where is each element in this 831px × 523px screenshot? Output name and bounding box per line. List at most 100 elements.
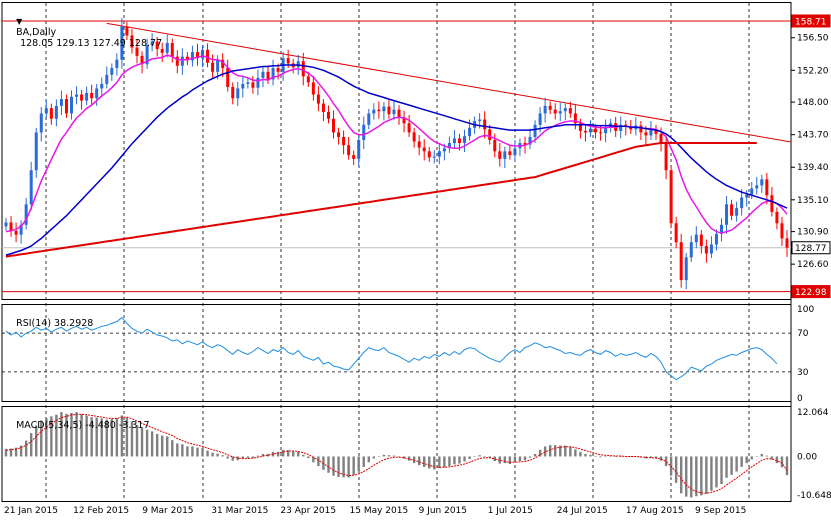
macd-histogram-bar bbox=[690, 456, 693, 498]
candle-body bbox=[130, 35, 134, 48]
price-tag-current bbox=[791, 241, 831, 255]
y-tick-label: 152.20 bbox=[797, 66, 829, 76]
macd-histogram-bar bbox=[443, 456, 446, 468]
candle-body bbox=[180, 56, 184, 66]
candle-body bbox=[145, 45, 149, 65]
macd-histogram-bar bbox=[775, 456, 779, 464]
candle-body bbox=[170, 43, 174, 57]
candle-body bbox=[201, 49, 205, 59]
candle-body bbox=[488, 129, 492, 140]
macd-histogram-bar bbox=[327, 456, 330, 473]
price-tag-bottom-label: 122.98 bbox=[795, 288, 827, 298]
y-tick-label: 139.40 bbox=[797, 163, 829, 173]
candle-body bbox=[241, 83, 245, 89]
macd-signal-line bbox=[5, 413, 788, 494]
candle-body bbox=[604, 127, 608, 134]
candle-body bbox=[332, 118, 336, 133]
macd-histogram-bar bbox=[715, 456, 718, 488]
candle-body bbox=[775, 211, 779, 224]
macd-histogram-bar bbox=[518, 456, 522, 462]
macd-histogram-bar bbox=[317, 456, 320, 467]
chevron-down-icon[interactable]: ▼ bbox=[16, 17, 23, 26]
macd-histogram-bar bbox=[402, 456, 406, 459]
macd-histogram-bar bbox=[286, 450, 290, 457]
candle-body bbox=[568, 108, 572, 114]
candle-body bbox=[407, 123, 411, 133]
candle-body bbox=[558, 111, 562, 114]
candle-body bbox=[664, 143, 668, 171]
rsi-tick-label: 70 bbox=[797, 329, 809, 339]
candle-body bbox=[29, 170, 33, 205]
x-tick-label: 9 Sep 2015 bbox=[695, 506, 746, 516]
sma-long-line bbox=[5, 142, 757, 258]
macd-histogram-bar bbox=[337, 456, 340, 477]
candle-body bbox=[175, 56, 179, 66]
macd-histogram-bar bbox=[125, 417, 129, 457]
macd-histogram-bar bbox=[161, 435, 164, 457]
candle-body bbox=[19, 224, 23, 235]
macd-histogram-bar bbox=[342, 456, 345, 478]
macd-histogram-bar bbox=[674, 456, 678, 483]
candle-body bbox=[674, 223, 678, 243]
candle-body bbox=[185, 56, 189, 61]
macd-histogram-bar bbox=[700, 456, 703, 496]
macd-histogram-bar bbox=[201, 448, 204, 457]
candle-body bbox=[59, 99, 63, 106]
macd-histogram-bar bbox=[533, 453, 537, 457]
candle-body bbox=[508, 151, 512, 156]
macd-histogram-bar bbox=[14, 447, 18, 457]
candle-body bbox=[689, 242, 693, 258]
candle-body bbox=[760, 179, 764, 186]
macd-histogram-bar bbox=[589, 454, 592, 457]
rsi-label: RSI(14) 38.2928 bbox=[16, 318, 94, 329]
candle-body bbox=[699, 234, 703, 246]
candle-body bbox=[271, 68, 275, 80]
candle-body bbox=[211, 62, 215, 72]
candle-body bbox=[594, 128, 598, 133]
candle-body bbox=[730, 204, 734, 216]
x-tick-label: 17 Aug 2015 bbox=[626, 506, 684, 516]
macd-histogram-bar bbox=[725, 456, 728, 478]
x-tick-label: 12 Feb 2015 bbox=[73, 506, 129, 516]
candle-body bbox=[70, 96, 74, 114]
candle-body bbox=[125, 26, 129, 36]
candle-body bbox=[342, 136, 346, 146]
candle-body bbox=[463, 136, 467, 143]
candle-body bbox=[750, 188, 754, 195]
macd-histogram-bar bbox=[780, 456, 784, 468]
candle-body bbox=[669, 170, 673, 224]
candle-body bbox=[34, 132, 38, 171]
macd-histogram-bar bbox=[312, 456, 315, 463]
candle-body bbox=[321, 103, 325, 112]
macd-histogram-bar bbox=[433, 456, 436, 470]
y-tick-label: 126.60 bbox=[797, 260, 829, 270]
macd-histogram-bar bbox=[70, 412, 73, 457]
macd-histogram-bar bbox=[478, 455, 481, 457]
macd-histogram-bar bbox=[181, 444, 184, 457]
candle-body bbox=[548, 105, 552, 110]
macd-histogram-bar bbox=[120, 415, 124, 457]
rsi-tick-label: 30 bbox=[797, 368, 809, 378]
macd-histogram-bar bbox=[387, 455, 391, 457]
candle-body bbox=[714, 233, 718, 245]
macd-histogram-bar bbox=[140, 428, 144, 457]
macd-histogram-bar bbox=[80, 414, 83, 457]
candle-body bbox=[452, 138, 456, 143]
macd-histogram-bar bbox=[29, 433, 33, 457]
candle-body bbox=[573, 113, 577, 124]
macd-histogram-bar bbox=[95, 417, 98, 457]
macd-histogram-bar bbox=[579, 451, 582, 457]
candle-body bbox=[195, 52, 199, 59]
macd-histogram-bar bbox=[45, 417, 48, 457]
candle-body bbox=[377, 109, 381, 112]
macd-histogram-bar bbox=[226, 456, 229, 459]
macd-histogram-bar bbox=[619, 456, 622, 457]
x-tick-label: 21 Jan 2015 bbox=[4, 506, 58, 516]
macd-histogram-bar bbox=[292, 451, 295, 457]
candle-body bbox=[347, 145, 351, 156]
candle-body bbox=[740, 197, 744, 209]
candle-body bbox=[54, 105, 58, 119]
candle-body bbox=[326, 111, 330, 119]
